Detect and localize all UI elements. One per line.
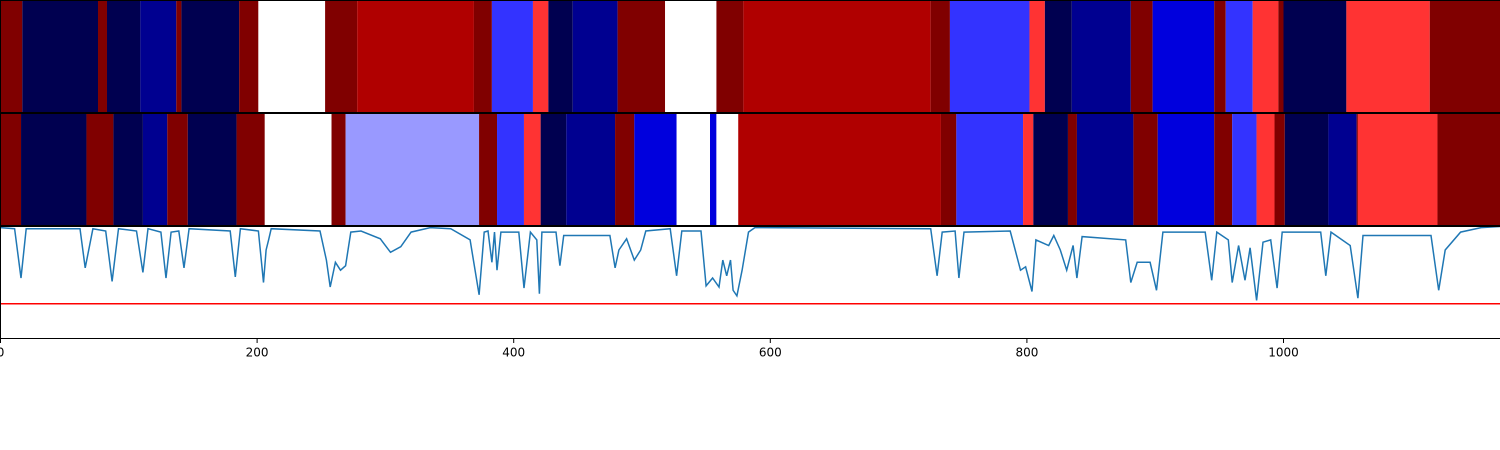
segment — [930, 0, 950, 113]
segment — [1214, 0, 1226, 113]
segment — [676, 113, 710, 226]
segment — [1033, 113, 1068, 226]
segment — [491, 0, 533, 113]
segment — [940, 113, 957, 226]
segment — [709, 113, 717, 226]
segment — [1328, 113, 1357, 226]
x-tick-label: 400 — [502, 346, 525, 360]
segment — [540, 113, 567, 226]
segment — [1130, 0, 1153, 113]
segment — [497, 113, 524, 226]
segment — [1278, 0, 1284, 113]
segment — [1274, 113, 1285, 226]
segment — [566, 113, 616, 226]
panel-frame — [0, 113, 1500, 226]
x-tick-label: 800 — [1015, 346, 1038, 360]
segment — [1252, 0, 1279, 113]
segment — [113, 113, 143, 226]
segment — [738, 113, 941, 226]
segment — [532, 0, 549, 113]
segment — [345, 113, 480, 226]
segment — [1437, 113, 1500, 226]
segment — [1429, 0, 1500, 113]
segment — [236, 113, 265, 226]
segment — [716, 113, 739, 226]
segment — [98, 0, 107, 113]
segment — [1225, 0, 1253, 113]
segment — [106, 0, 141, 113]
x-tick-label: 600 — [759, 346, 782, 360]
segment — [187, 113, 237, 226]
x-tick-label: 200 — [246, 346, 269, 360]
segment — [22, 0, 99, 113]
segment — [331, 113, 346, 226]
segment — [140, 0, 177, 113]
segment — [325, 0, 358, 113]
segment — [142, 113, 168, 226]
segment — [1232, 113, 1257, 226]
segment — [523, 113, 541, 226]
segment — [0, 113, 22, 226]
x-tick-label: 0 — [0, 346, 4, 360]
segment — [617, 0, 666, 113]
segment — [1214, 113, 1233, 226]
segment — [1152, 0, 1215, 113]
segment — [743, 0, 931, 113]
segment — [1346, 0, 1430, 113]
segment — [1157, 113, 1215, 226]
segment — [357, 0, 474, 113]
segment — [1256, 113, 1275, 226]
segment — [86, 113, 114, 226]
segment — [949, 0, 1030, 113]
segment — [1067, 113, 1077, 226]
segment — [167, 113, 188, 226]
segment — [956, 113, 1024, 226]
segment — [548, 0, 573, 113]
segment — [239, 0, 259, 113]
segment — [634, 113, 677, 226]
segment — [1029, 0, 1045, 113]
segment — [716, 0, 744, 113]
segment — [258, 0, 326, 113]
segment — [1023, 113, 1034, 226]
segment — [0, 0, 23, 113]
segment — [1283, 0, 1347, 113]
x-tick-label: 1000 — [1268, 346, 1299, 360]
panel-frame — [0, 226, 1500, 339]
segment — [615, 113, 635, 226]
segment — [181, 0, 240, 113]
segment — [572, 0, 618, 113]
segment — [473, 0, 492, 113]
line-series — [0, 225, 1500, 301]
segment — [1076, 113, 1134, 226]
segment — [264, 113, 332, 226]
segment — [1071, 0, 1131, 113]
segment — [479, 113, 498, 226]
segment — [665, 0, 717, 113]
segment — [1284, 113, 1329, 226]
segment — [1356, 113, 1358, 226]
segment — [1357, 113, 1438, 226]
segment — [1133, 113, 1158, 226]
panel-frame — [0, 0, 1500, 113]
segment — [176, 0, 182, 113]
segment — [1044, 0, 1072, 113]
segment — [21, 113, 87, 226]
